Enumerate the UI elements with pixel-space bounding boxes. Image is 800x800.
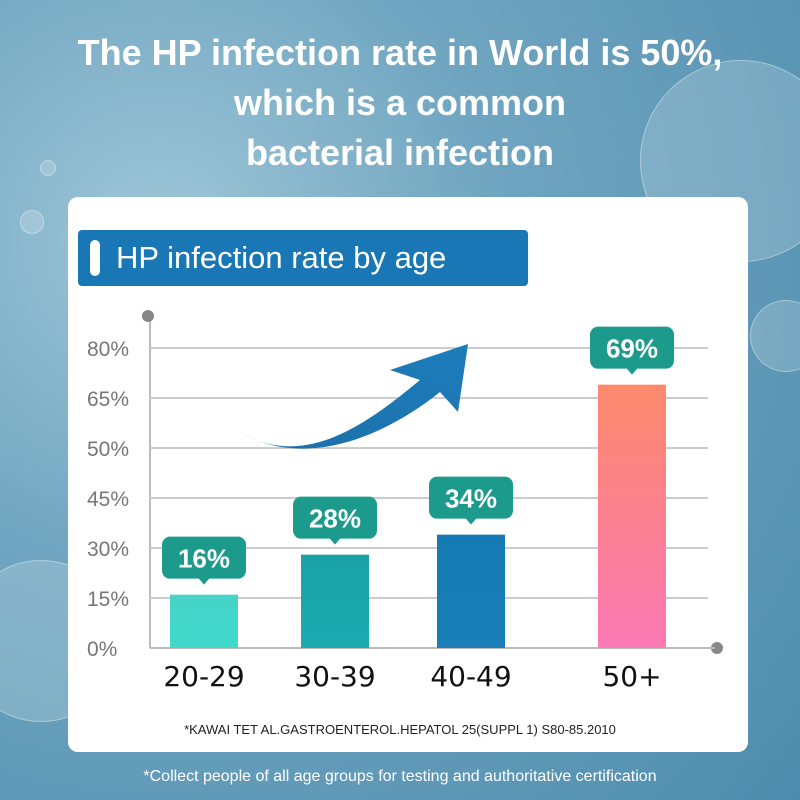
y-axis-dot <box>142 310 154 322</box>
bar-20-29 <box>170 594 238 648</box>
value-label: 16% <box>178 544 230 574</box>
bar-50+ <box>598 384 666 648</box>
headline-line: The HP infection rate in World is 50%, <box>77 32 723 73</box>
x-tick-label: 20-29 <box>163 660 244 693</box>
value-label-bubble <box>293 496 377 539</box>
headline-line: which is a common <box>233 82 567 123</box>
y-tick-label: 15% <box>87 588 129 611</box>
y-tick-label: 30% <box>87 538 129 561</box>
trend-arrow-icon <box>236 344 468 449</box>
x-tick-label: 30-39 <box>294 660 375 693</box>
value-label-bubble <box>429 476 513 519</box>
y-tick-label: 50% <box>87 438 129 461</box>
x-tick-label: 40-49 <box>430 660 511 693</box>
value-label-pointer <box>329 537 341 545</box>
value-label: 28% <box>309 504 361 534</box>
y-tick-label: 65% <box>87 388 129 411</box>
headline: The HP infection rate in World is 50%, w… <box>0 28 800 178</box>
bar-40-49 <box>437 534 505 648</box>
value-label-pointer <box>465 517 477 525</box>
citation: *KAWAI TET AL.GASTROENTEROL.HEPATOL 25(S… <box>184 722 616 737</box>
value-label-bubble <box>590 326 674 369</box>
y-tick-label: 80% <box>87 338 129 361</box>
bar-30-39 <box>301 554 369 648</box>
y-tick-label: 45% <box>87 488 129 511</box>
x-axis-dot <box>711 642 723 654</box>
value-label: 34% <box>445 484 497 514</box>
banner-pill-icon <box>90 240 100 276</box>
headline-line: bacterial infection <box>245 132 555 173</box>
footer-note: *Collect people of all age groups for te… <box>143 768 657 785</box>
x-tick-label: 50+ <box>602 660 661 693</box>
value-label: 69% <box>606 334 658 364</box>
y-tick-label: 0% <box>87 638 117 661</box>
value-label-bubble <box>162 536 246 579</box>
chart-title-banner: HP infection rate by age <box>78 230 528 286</box>
value-label-pointer <box>626 367 638 375</box>
value-label-pointer <box>198 577 210 585</box>
chart-title: HP infection rate by age <box>116 240 447 275</box>
